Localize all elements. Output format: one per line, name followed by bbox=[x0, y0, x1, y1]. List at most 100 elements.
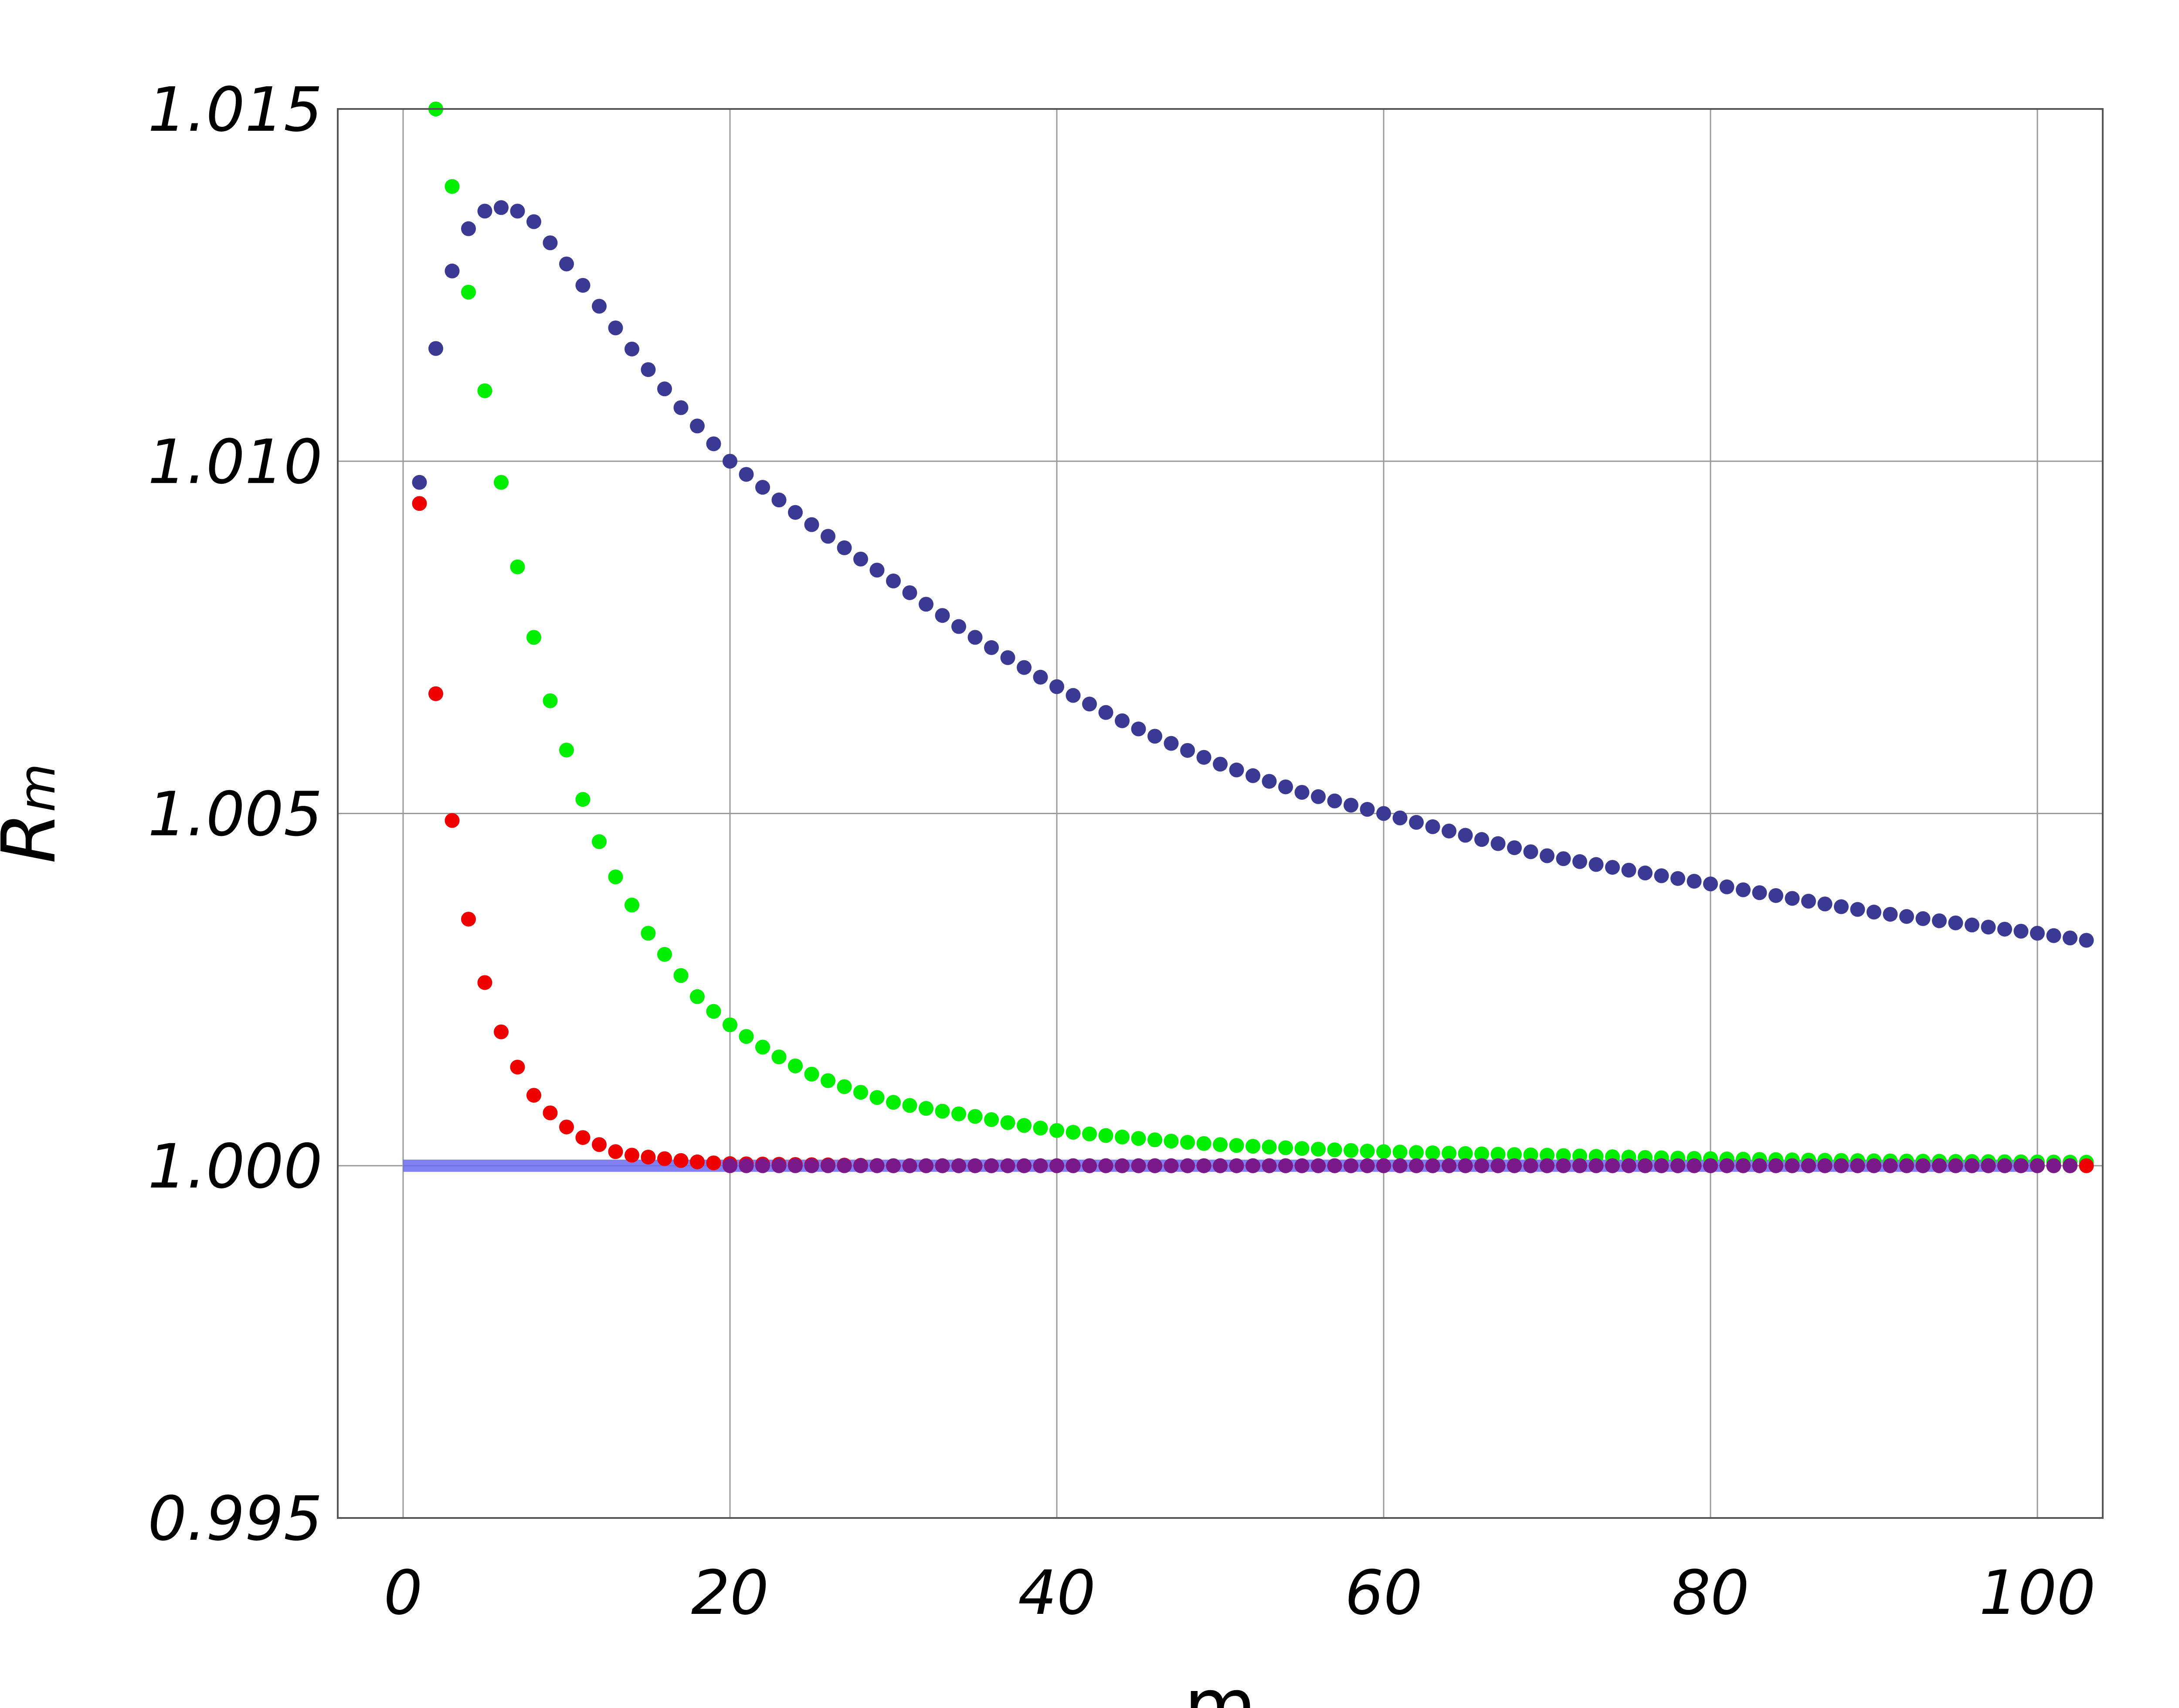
data-point bbox=[837, 540, 852, 555]
y-tick-label: 1.015 bbox=[148, 75, 322, 146]
x-tick-label: 80 bbox=[1672, 1558, 1749, 1629]
data-point bbox=[1867, 904, 1881, 920]
data-point bbox=[1392, 810, 1408, 825]
data-point bbox=[886, 1095, 901, 1110]
data-point bbox=[1638, 866, 1653, 881]
data-point bbox=[1883, 907, 1898, 922]
data-point bbox=[1474, 1158, 1489, 1173]
data-point bbox=[1131, 1131, 1146, 1146]
data-point bbox=[1033, 1158, 1048, 1173]
data-point bbox=[1997, 1158, 2012, 1173]
data-point bbox=[608, 320, 623, 336]
data-point bbox=[853, 1085, 868, 1100]
data-point bbox=[1850, 1158, 1865, 1173]
data-point bbox=[1392, 1158, 1408, 1173]
data-point bbox=[723, 454, 737, 469]
data-point bbox=[902, 585, 917, 600]
data-point bbox=[2046, 1158, 2061, 1173]
data-point bbox=[788, 505, 803, 520]
series-4 bbox=[723, 1158, 2077, 1173]
y-tick-labels: 0.995 1.000 1.005 1.010 1.015 bbox=[148, 75, 322, 1555]
data-point bbox=[1588, 1158, 1604, 1173]
data-point bbox=[902, 1158, 917, 1173]
data-point bbox=[1000, 650, 1015, 665]
data-point bbox=[1311, 1158, 1326, 1173]
data-point bbox=[1899, 909, 1914, 924]
data-point bbox=[2013, 1158, 2029, 1173]
data-point bbox=[526, 214, 541, 229]
data-point bbox=[2079, 1158, 2094, 1173]
data-point bbox=[1605, 1158, 1620, 1173]
data-points bbox=[412, 102, 2094, 1173]
y-tick-label: 1.000 bbox=[148, 1131, 322, 1202]
data-point bbox=[673, 400, 689, 415]
data-point bbox=[1507, 1147, 1522, 1162]
data-point bbox=[477, 383, 492, 398]
data-point bbox=[951, 619, 966, 634]
data-point bbox=[1278, 1140, 1293, 1155]
data-point bbox=[592, 1137, 607, 1152]
data-point bbox=[1196, 750, 1212, 765]
data-point bbox=[1572, 1158, 1587, 1173]
data-point bbox=[1785, 891, 1800, 906]
data-point bbox=[1164, 1134, 1179, 1149]
data-point bbox=[2046, 928, 2061, 943]
data-point bbox=[1294, 1158, 1310, 1173]
data-point bbox=[657, 381, 672, 397]
data-point bbox=[510, 204, 525, 219]
data-point bbox=[1556, 1158, 1571, 1173]
data-point bbox=[886, 1158, 901, 1173]
data-point bbox=[2063, 930, 2077, 946]
data-point bbox=[1768, 1158, 1783, 1173]
data-point bbox=[1490, 1158, 1506, 1173]
data-point bbox=[1605, 860, 1620, 875]
data-point bbox=[967, 630, 983, 645]
data-point bbox=[1066, 1158, 1081, 1173]
data-point bbox=[510, 559, 525, 574]
data-point bbox=[559, 1119, 574, 1134]
data-point bbox=[690, 1154, 705, 1169]
data-point bbox=[1932, 1158, 1947, 1173]
data-point bbox=[1131, 721, 1146, 737]
x-tick-label: 20 bbox=[691, 1558, 769, 1629]
data-point bbox=[1196, 1158, 1212, 1173]
data-point bbox=[1965, 1158, 1979, 1173]
data-point bbox=[2030, 1158, 2045, 1173]
data-point bbox=[2030, 926, 2045, 941]
x-tick-label: 0 bbox=[384, 1558, 422, 1629]
data-point bbox=[477, 204, 492, 219]
data-point bbox=[1229, 762, 1244, 778]
data-point bbox=[625, 1148, 639, 1163]
data-point bbox=[575, 1130, 591, 1145]
data-point bbox=[1147, 729, 1162, 744]
data-point bbox=[919, 597, 933, 612]
data-point bbox=[428, 341, 443, 356]
data-point bbox=[1294, 785, 1310, 800]
y-tick-label: 0.995 bbox=[148, 1484, 322, 1555]
data-point bbox=[1196, 1136, 1212, 1151]
data-point bbox=[445, 179, 460, 194]
data-point bbox=[1817, 1158, 1833, 1173]
data-point bbox=[1262, 1139, 1277, 1155]
series-2 bbox=[428, 102, 2094, 1170]
data-point bbox=[919, 1101, 933, 1116]
data-point bbox=[1327, 793, 1342, 808]
data-point bbox=[461, 221, 476, 236]
data-point bbox=[1360, 802, 1375, 817]
data-point bbox=[723, 1017, 737, 1032]
data-point bbox=[1049, 1123, 1064, 1138]
data-point bbox=[1507, 840, 1522, 856]
data-point bbox=[1327, 1158, 1342, 1173]
data-point bbox=[1344, 1158, 1358, 1173]
data-point bbox=[984, 1158, 999, 1173]
x-tick-labels: 0 20 40 60 80 100 bbox=[384, 1558, 2095, 1629]
data-point bbox=[1376, 1158, 1391, 1173]
data-point bbox=[755, 1158, 770, 1173]
data-point bbox=[1180, 1158, 1195, 1173]
data-point bbox=[1180, 743, 1195, 758]
y-tick-label: 1.005 bbox=[148, 779, 322, 850]
data-point bbox=[1915, 911, 1931, 926]
data-point bbox=[1556, 851, 1571, 866]
data-point bbox=[1425, 1145, 1440, 1161]
